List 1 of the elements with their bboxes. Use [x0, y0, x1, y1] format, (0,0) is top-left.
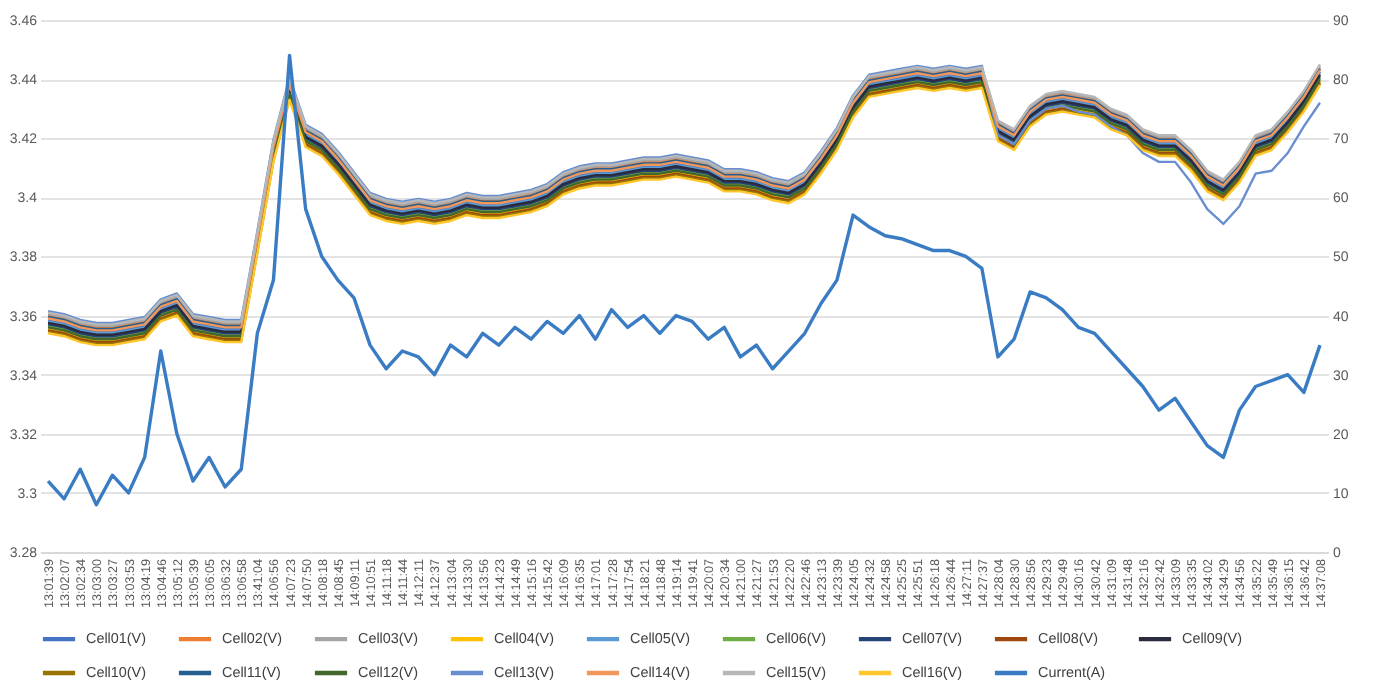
line-series	[46, 53, 1322, 507]
